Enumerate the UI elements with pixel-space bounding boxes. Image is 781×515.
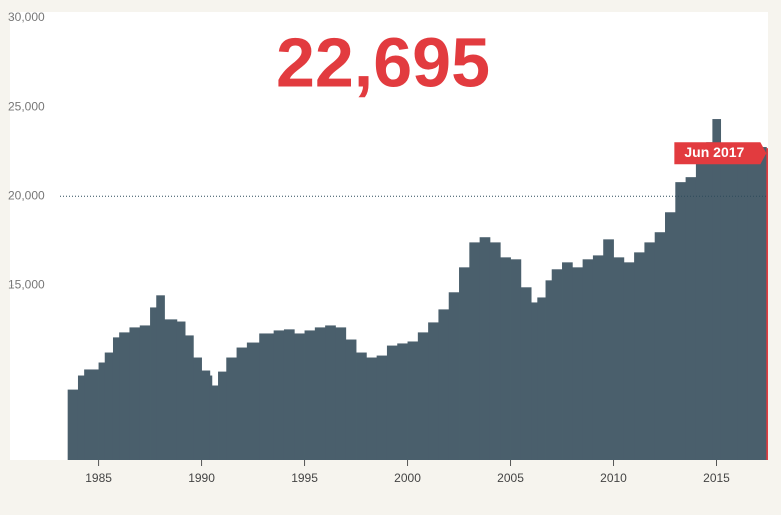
bar xyxy=(226,357,237,460)
bar xyxy=(613,257,625,460)
bar xyxy=(246,342,260,460)
bar xyxy=(469,242,481,460)
bar xyxy=(294,333,305,460)
bar xyxy=(634,252,645,460)
bar xyxy=(562,262,573,460)
bar xyxy=(259,333,275,460)
bar xyxy=(520,287,532,460)
x-tick-label: 1995 xyxy=(291,471,318,485)
bar xyxy=(448,292,460,460)
y-tick-label: 25,000 xyxy=(8,99,45,113)
bar xyxy=(211,385,219,460)
bar xyxy=(386,345,398,460)
bar xyxy=(236,347,248,460)
bar xyxy=(757,147,767,461)
bar xyxy=(376,355,388,460)
highlight-bar xyxy=(766,148,768,460)
y-tick-label: 20,000 xyxy=(8,188,45,202)
x-tick-label: 2000 xyxy=(394,471,421,485)
bar xyxy=(675,182,687,460)
bar xyxy=(479,237,491,460)
bar xyxy=(644,242,656,460)
bar xyxy=(712,119,722,461)
x-tick-label: 1990 xyxy=(188,471,215,485)
bar xyxy=(209,375,213,460)
bar xyxy=(156,295,165,460)
bar xyxy=(537,297,546,460)
bar xyxy=(720,145,730,460)
bar xyxy=(545,280,553,460)
bar xyxy=(366,357,378,460)
bar xyxy=(510,259,522,460)
bar xyxy=(104,352,114,460)
x-tick-label: 2005 xyxy=(497,471,524,485)
bar xyxy=(397,343,408,460)
bar xyxy=(77,375,85,460)
bar xyxy=(654,232,666,460)
bar xyxy=(572,267,584,460)
bar xyxy=(407,341,419,460)
bar xyxy=(582,259,594,460)
bar xyxy=(335,327,347,460)
bar xyxy=(84,369,99,460)
bar xyxy=(551,269,563,460)
bar xyxy=(531,302,538,460)
headline: 22,695 xyxy=(276,23,490,101)
bar xyxy=(417,332,429,460)
bar xyxy=(737,155,748,460)
bar xyxy=(193,357,202,460)
y-tick-label: 30,000 xyxy=(8,10,45,24)
bar xyxy=(459,267,470,460)
bar xyxy=(345,339,357,460)
bar xyxy=(139,325,151,460)
highlight-flag xyxy=(674,142,767,165)
x-tick-label: 2015 xyxy=(703,471,730,485)
bar xyxy=(706,142,713,460)
bar xyxy=(185,335,194,460)
bar xyxy=(728,147,738,461)
bar xyxy=(314,327,326,460)
bar xyxy=(129,327,141,460)
bar xyxy=(112,337,120,460)
bar xyxy=(428,322,439,460)
bar xyxy=(304,330,316,460)
bar xyxy=(283,329,295,460)
bar xyxy=(150,307,157,460)
bar xyxy=(500,257,511,460)
bar xyxy=(164,319,178,460)
bar xyxy=(623,262,635,460)
bar xyxy=(98,362,106,460)
y-tick-label: 15,000 xyxy=(8,278,45,292)
bar xyxy=(67,389,79,460)
bar xyxy=(685,177,697,460)
x-tick-label: 2010 xyxy=(600,471,627,485)
bar xyxy=(665,212,676,460)
bar xyxy=(201,370,211,460)
x-tick-label: 1985 xyxy=(85,471,112,485)
highlight-label: Jun 2017 xyxy=(684,144,744,160)
bar xyxy=(695,157,707,461)
bar xyxy=(273,330,285,460)
bar xyxy=(438,309,450,460)
bar xyxy=(325,325,336,460)
bar xyxy=(489,242,501,460)
bar xyxy=(176,321,186,460)
bar xyxy=(356,352,367,460)
bar xyxy=(218,371,227,460)
bar xyxy=(603,239,614,460)
bar xyxy=(119,332,130,460)
bar xyxy=(592,255,604,460)
bar xyxy=(747,143,759,461)
